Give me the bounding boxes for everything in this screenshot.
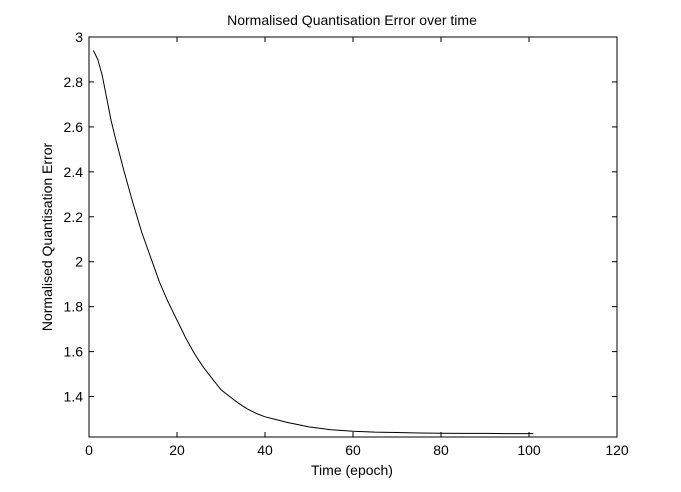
x-tick-label: 120 [605,442,629,458]
y-tick-label: 1.6 [64,344,84,360]
x-tick-label: 60 [345,442,361,458]
series-line [92,50,534,435]
plot-area [89,37,617,437]
y-tick-label: 2 [75,254,83,270]
x-tick-label: 20 [169,442,185,458]
y-tick-label: 3 [75,29,83,45]
y-tick-label: 2.6 [64,119,84,135]
y-tick-label: 1.8 [64,299,84,315]
y-axis-label: Normalised Quantisation Error [39,143,55,332]
x-tick-label: 80 [433,442,449,458]
y-tick-label: 2.8 [64,74,84,90]
x-tick-label: 0 [85,442,93,458]
y-tick-label: 1.4 [64,389,84,405]
plot-layer: 0 20 40 60 80 100 120 1.4 1.6 1.8 2 2.2 2.4 2.6 2.8 3 [64,29,629,458]
chart-title: Normalised Quantisation Error over time [227,12,477,28]
x-tick-label: 100 [517,442,541,458]
x-tick-label: 40 [257,442,273,458]
y-tick-label: 2.2 [64,209,84,225]
y-tick-label: 2.4 [64,164,84,180]
x-axis-label: Time (epoch) [311,462,393,478]
